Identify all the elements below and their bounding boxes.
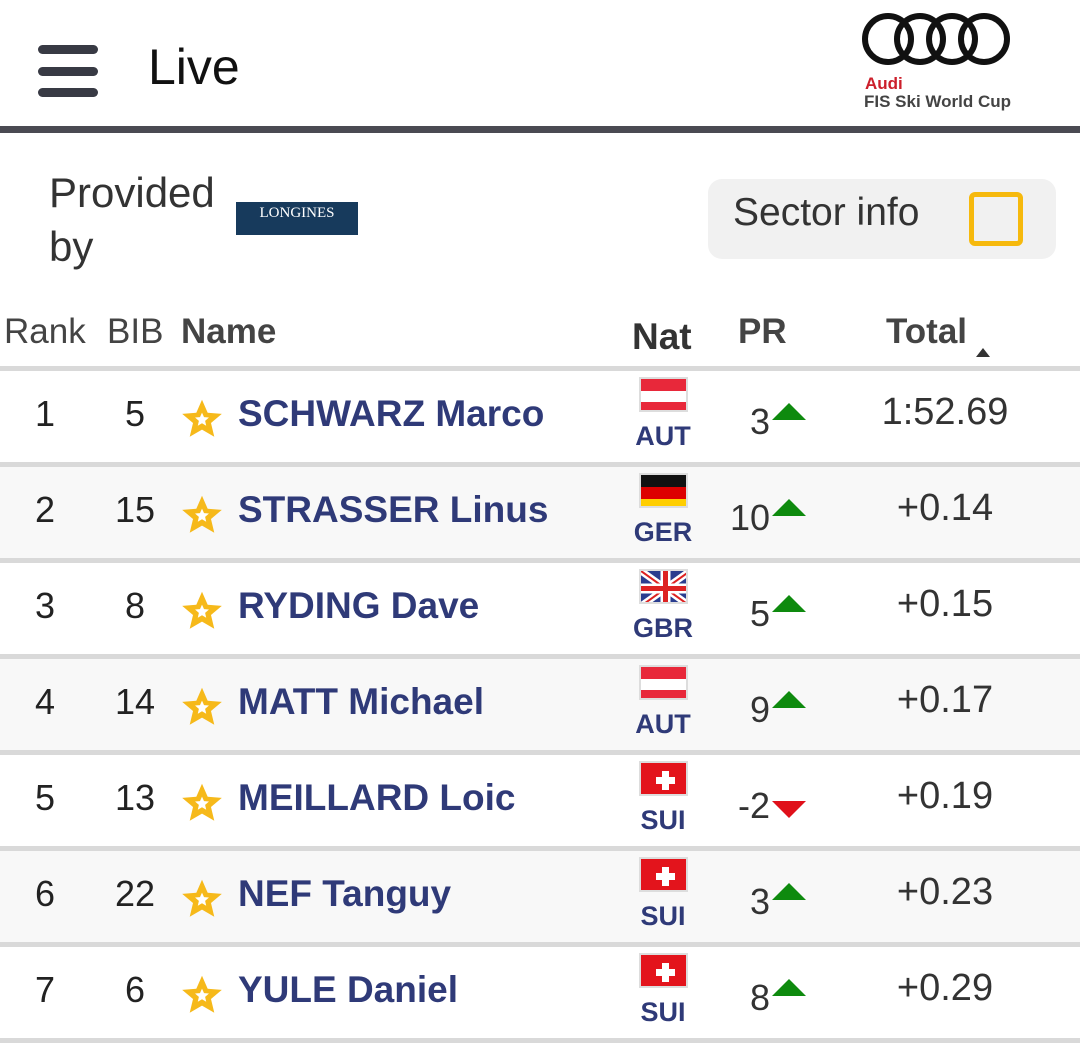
athlete-name[interactable]: NEF Tanguy (238, 873, 452, 914)
bib-cell: 15 (114, 489, 156, 530)
sector-info-label: Sector info (733, 191, 920, 234)
rank-cell: 7 (34, 969, 56, 1010)
longines-logo: LONGINES (236, 202, 358, 235)
sort-ascending-icon[interactable] (976, 348, 990, 357)
hamburger-menu-icon[interactable] (38, 45, 98, 97)
row-divider (0, 750, 1080, 755)
athlete-name[interactable]: YULE Daniel (238, 969, 458, 1010)
favorite-star-icon[interactable] (180, 493, 224, 537)
column-header-name[interactable]: Name (181, 312, 277, 351)
table-row[interactable]: 7 6 YULE Daniel SUI 8 +0.29 (0, 947, 1080, 1038)
position-change: 9 (749, 689, 770, 730)
position-change: 3 (749, 401, 770, 442)
sector-info-toggle[interactable]: Sector info (708, 179, 1056, 259)
flag-aut-icon (639, 665, 688, 700)
total-time: +0.15 (896, 583, 994, 625)
total-time: +0.29 (896, 967, 994, 1009)
row-divider (0, 1038, 1080, 1043)
column-header-bib[interactable]: BIB (107, 312, 164, 351)
trend-up-icon (772, 499, 806, 516)
trend-up-icon (772, 979, 806, 996)
athlete-name[interactable]: RYDING Dave (238, 585, 480, 626)
bib-cell: 8 (124, 585, 146, 626)
rank-cell: 6 (34, 873, 56, 914)
column-header-nat[interactable]: Nat (632, 316, 692, 357)
favorite-star-icon[interactable] (180, 685, 224, 729)
nation-code: SUI (640, 901, 686, 931)
nation-code: AUT (635, 421, 691, 451)
table-row[interactable]: 5 13 MEILLARD Loic SUI -2 +0.19 (0, 755, 1080, 846)
row-divider (0, 366, 1080, 371)
table-row[interactable]: 6 22 NEF Tanguy SUI 3 +0.23 (0, 851, 1080, 942)
bib-cell: 14 (114, 681, 156, 722)
trend-up-icon (772, 403, 806, 420)
header-divider (0, 126, 1080, 133)
audi-fis-logo: Audi FIS Ski World Cup (858, 12, 1048, 117)
flag-ger-icon (639, 473, 688, 508)
total-time: +0.17 (896, 679, 994, 721)
trend-up-icon (772, 691, 806, 708)
position-change: 10 (729, 497, 770, 538)
flag-aut-icon (639, 377, 688, 412)
column-header-pr[interactable]: PR (738, 312, 787, 351)
position-change: -2 (737, 785, 770, 826)
bib-cell: 5 (124, 393, 146, 434)
total-time: 1:52.69 (881, 391, 1009, 433)
favorite-star-icon[interactable] (180, 589, 224, 633)
trend-down-icon (772, 801, 806, 818)
page-title: Live (148, 39, 240, 95)
column-header-total[interactable]: Total (886, 312, 968, 351)
row-divider (0, 846, 1080, 851)
flag-sui-icon (639, 857, 688, 892)
nation-code: SUI (640, 805, 686, 835)
audi-rings-icon (862, 13, 1010, 65)
trend-up-icon (772, 595, 806, 612)
nation-code: AUT (635, 709, 691, 739)
nation-code: GBR (633, 613, 693, 643)
nation-code: GER (633, 517, 693, 547)
table-row[interactable]: 2 15 STRASSER Linus GER 10 +0.14 (0, 467, 1080, 558)
total-time: +0.19 (896, 775, 994, 817)
sector-info-checkbox[interactable] (969, 192, 1023, 246)
trend-up-icon (772, 883, 806, 900)
athlete-name[interactable]: STRASSER Linus (238, 489, 549, 530)
column-header-rank[interactable]: Rank (4, 312, 86, 351)
favorite-star-icon[interactable] (180, 877, 224, 921)
flag-sui-icon (639, 761, 688, 796)
bib-cell: 6 (124, 969, 146, 1010)
table-row[interactable]: 3 8 RYDING Dave GBR 5 +0.15 (0, 563, 1080, 654)
row-divider (0, 462, 1080, 467)
favorite-star-icon[interactable] (180, 973, 224, 1017)
row-divider (0, 654, 1080, 659)
row-divider (0, 558, 1080, 563)
bib-cell: 13 (114, 777, 156, 818)
rank-cell: 2 (34, 489, 56, 530)
rank-cell: 3 (34, 585, 56, 626)
athlete-name[interactable]: MEILLARD Loic (238, 777, 516, 818)
results-table: 1 5 SCHWARZ Marco AUT 3 1:52.69 2 15 STR… (0, 366, 1080, 1043)
table-row[interactable]: 1 5 SCHWARZ Marco AUT 3 1:52.69 (0, 371, 1080, 462)
provided-by-label: Provided by (49, 169, 215, 270)
table-row[interactable]: 4 14 MATT Michael AUT 9 +0.17 (0, 659, 1080, 750)
bib-cell: 22 (114, 873, 156, 914)
rank-cell: 5 (34, 777, 56, 818)
rank-cell: 4 (34, 681, 56, 722)
flag-gbr-icon (639, 569, 688, 604)
nation-code: SUI (640, 997, 686, 1027)
rank-cell: 1 (34, 393, 56, 434)
logo-subtitle: FIS Ski World Cup (864, 92, 1012, 111)
total-time: +0.23 (896, 871, 994, 913)
favorite-star-icon[interactable] (180, 397, 224, 441)
flag-sui-icon (639, 953, 688, 988)
favorite-star-icon[interactable] (180, 781, 224, 825)
athlete-name[interactable]: SCHWARZ Marco (238, 393, 545, 434)
row-divider (0, 942, 1080, 947)
logo-brand: Audi (865, 74, 903, 93)
total-time: +0.14 (896, 487, 994, 529)
app-header: Live Audi FIS Ski World Cup (0, 0, 1080, 126)
position-change: 8 (749, 977, 770, 1018)
athlete-name[interactable]: MATT Michael (238, 681, 484, 722)
position-change: 3 (749, 881, 770, 922)
position-change: 5 (749, 593, 770, 634)
